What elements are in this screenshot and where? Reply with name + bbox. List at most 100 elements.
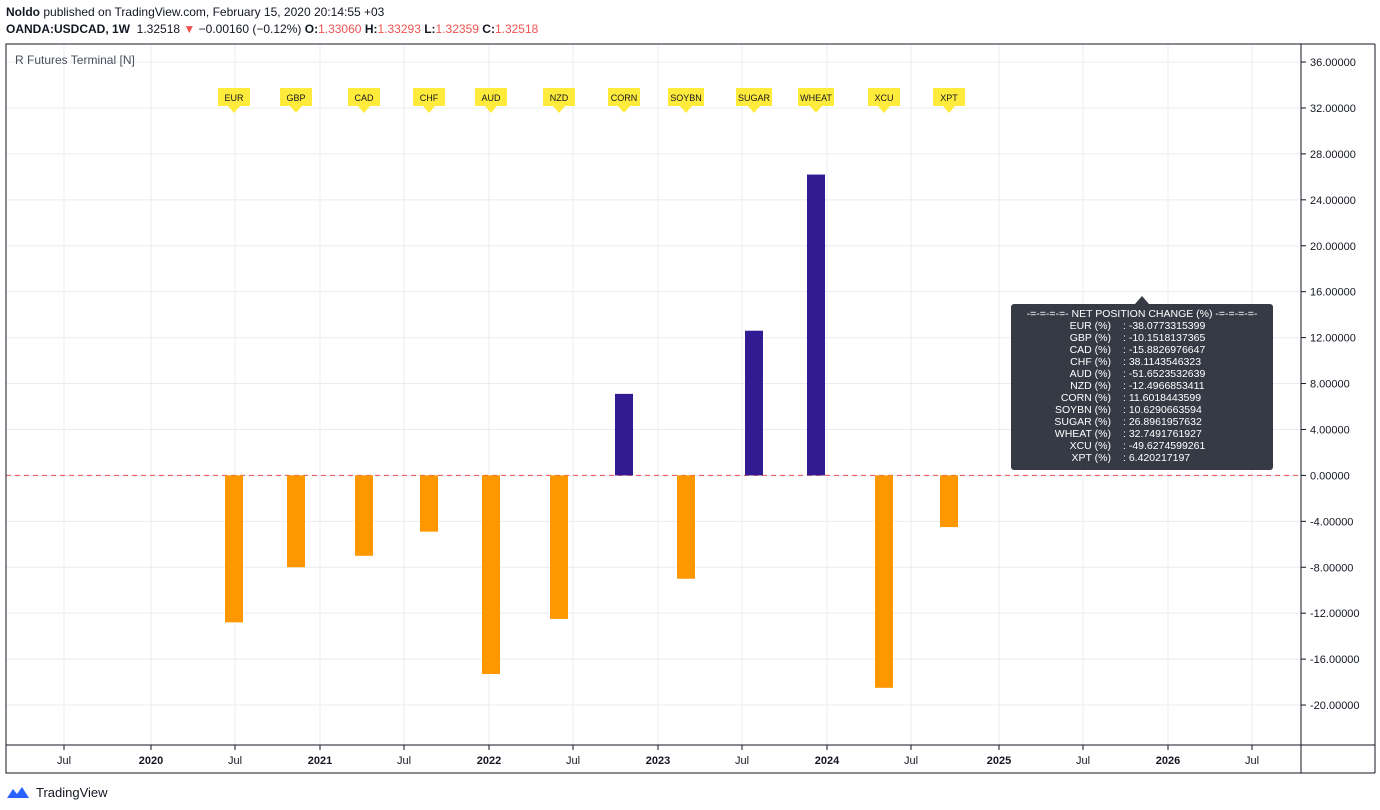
- chart-frame: [5, 43, 1376, 774]
- info-row: AUD (%): -51.6523532639: [1011, 368, 1273, 380]
- info-row-key: SUGAR (%): [1054, 416, 1111, 428]
- info-row: SUGAR (%): 26.8961957632: [1011, 416, 1273, 428]
- info-row-key: XCU (%): [1069, 440, 1111, 452]
- x-tick-label: 2024: [815, 755, 840, 767]
- bar-nzd[interactable]: [550, 475, 568, 619]
- y-tick-label: -8.00000: [1310, 562, 1353, 574]
- x-tick-label: 2022: [477, 755, 501, 767]
- symbol-label[interactable]: OANDA:USDCAD, 1W: [6, 22, 130, 36]
- flag-soybn[interactable]: SOYBN: [668, 88, 704, 113]
- info-row-value: : -12.4966853411: [1123, 380, 1205, 392]
- bar-corn[interactable]: [615, 393, 633, 476]
- flag-gbp[interactable]: GBP: [280, 88, 312, 113]
- flag-label: CAD: [354, 93, 374, 103]
- info-row-value: : -15.8826976647: [1123, 344, 1206, 356]
- bar-cad[interactable]: [355, 475, 373, 556]
- info-row-value: : -38.0773315399: [1123, 320, 1206, 332]
- flag-shape: [475, 88, 507, 113]
- bar-xpt[interactable]: [940, 475, 958, 528]
- flag-label: WHEAT: [800, 93, 832, 103]
- author-name[interactable]: Noldo: [6, 5, 40, 19]
- x-tick-label: 2023: [646, 755, 670, 767]
- footer-brand[interactable]: TradingView: [4, 784, 108, 800]
- y-tick-label: -16.00000: [1310, 654, 1360, 666]
- info-row: WHEAT (%) : 32.7491761927: [1011, 428, 1273, 440]
- bar-eur[interactable]: [225, 475, 243, 623]
- info-row-value: : 32.7491761927: [1123, 428, 1202, 440]
- info-row: CAD (%) : -15.8826976647: [1011, 344, 1273, 356]
- bar-gbp[interactable]: [287, 475, 305, 568]
- bar-chf[interactable]: [420, 475, 438, 532]
- high-value: 1.33293: [377, 22, 421, 36]
- high-label: H:: [364, 22, 378, 36]
- info-row-key: XPT (%): [1071, 452, 1111, 464]
- flag-xpt[interactable]: XPT: [933, 88, 965, 113]
- info-row-key: CORN (%): [1060, 392, 1111, 404]
- low-value: 1.32359: [435, 22, 479, 36]
- flag-corn[interactable]: CORN: [608, 88, 640, 113]
- y-tick-label: 28.00000: [1310, 149, 1356, 161]
- down-arrow-icon: ▼: [183, 22, 196, 36]
- y-tick-label: 0.00000: [1310, 470, 1350, 482]
- info-row: XPT (%) : 6.420217197: [1011, 452, 1273, 464]
- y-tick-label: -20.00000: [1310, 700, 1360, 712]
- flag-label: SUGAR: [738, 93, 771, 103]
- y-tick-label: 20.00000: [1310, 241, 1356, 253]
- flag-cad[interactable]: CAD: [348, 88, 380, 113]
- flag-shape: [543, 88, 575, 113]
- flag-label: XPT: [940, 93, 958, 103]
- price-change: −0.00160 (−0.12%): [198, 22, 302, 36]
- info-row-key: WHEAT (%): [1054, 428, 1111, 440]
- info-row: CHF (%) : 38.1143546323: [1011, 356, 1273, 368]
- flag-nzd[interactable]: NZD: [543, 88, 575, 113]
- flag-label: NZD: [550, 93, 569, 103]
- info-box-pointer: [1135, 296, 1149, 304]
- flag-shape: [348, 88, 380, 113]
- info-row: EUR (%): -38.0773315399: [1011, 320, 1273, 332]
- close-value: 1.32518: [494, 22, 539, 36]
- flag-eur[interactable]: EUR: [218, 88, 250, 113]
- info-box-title: -=-=-=-=- NET POSITION CHANGE (%) -=-=-=…: [1026, 308, 1258, 320]
- ohlc-line: OANDA:USDCAD, 1W 1.32518 ▼ −0.00160 (−0.…: [6, 22, 538, 36]
- info-row-value: : 38.1143546323: [1123, 356, 1202, 368]
- bar-soybn[interactable]: [677, 475, 695, 579]
- x-tick-label: Jul: [1245, 755, 1259, 767]
- bar-aud[interactable]: [482, 475, 500, 675]
- bar-xcu[interactable]: [875, 475, 893, 688]
- bar-sugar[interactable]: [745, 330, 763, 476]
- flag-wheat[interactable]: WHEAT: [798, 88, 834, 113]
- info-row: XCU (%) : -49.6274599261: [1011, 440, 1273, 452]
- bar-wheat[interactable]: [807, 174, 825, 476]
- y-tick-label: 16.00000: [1310, 287, 1356, 299]
- x-tick-label: Jul: [397, 755, 411, 767]
- x-tick-label: 2021: [308, 755, 332, 767]
- y-tick-label: 12.00000: [1310, 333, 1356, 345]
- flags: EUR GBP CAD CHF AUD NZD CORN SOYBN SUGAR WHEAT XCU…: [218, 88, 965, 113]
- flag-shape: [933, 88, 965, 113]
- x-tick-label: Jul: [735, 755, 749, 767]
- info-row-key: CHF (%): [1070, 356, 1111, 368]
- info-row: NZD (%): -12.4966853411: [1011, 380, 1273, 392]
- x-tick-label: 2025: [987, 755, 1011, 767]
- info-row: SOYBN (%): 10.6290663594: [1011, 404, 1273, 416]
- flag-sugar[interactable]: SUGAR: [736, 88, 772, 113]
- x-axis[interactable]: Jul 2020 Jul 2021 Jul 2022 Jul 2023 Jul 2024 Jul 20…: [57, 745, 1259, 767]
- flag-shape: [668, 88, 704, 113]
- info-row-value: : -51.6523532639: [1123, 368, 1206, 380]
- flag-shape: [413, 88, 445, 113]
- flag-aud[interactable]: AUD: [475, 88, 507, 113]
- indicator-label[interactable]: R Futures Terminal [N]: [15, 53, 135, 67]
- flag-chf[interactable]: CHF: [413, 88, 445, 113]
- flag-shape: [608, 88, 640, 113]
- info-row-value: : -49.6274599261: [1123, 440, 1206, 452]
- y-tick-label: 36.00000: [1310, 57, 1356, 69]
- y-tick-label: 8.00000: [1310, 379, 1350, 391]
- y-axis[interactable]: 36.00000 32.00000 28.00000 24.00000 20.00000…: [1301, 57, 1360, 712]
- info-row-key: CAD (%): [1069, 344, 1111, 356]
- x-tick-label: 2026: [1156, 755, 1180, 767]
- info-row-value: : 6.420217197: [1123, 452, 1191, 464]
- flag-xcu[interactable]: XCU: [868, 88, 900, 113]
- flag-label: CHF: [420, 93, 439, 103]
- x-tick-label: Jul: [904, 755, 918, 767]
